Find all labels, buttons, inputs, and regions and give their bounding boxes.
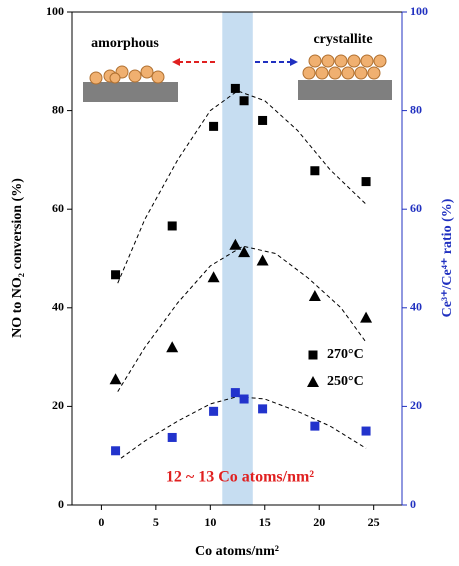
point <box>231 84 240 93</box>
y2-tick-label: 0 <box>410 497 416 511</box>
point <box>111 270 120 279</box>
y2-axis-label: Ce³⁺/Ce⁴⁺ ratio (%) <box>440 198 455 317</box>
x-axis-label: Co atoms/nm² <box>195 544 279 559</box>
y-tick-label: 40 <box>52 300 64 314</box>
point <box>310 422 319 431</box>
annotation: 12 ~ 13 Co atoms/nm² <box>166 469 314 486</box>
point <box>362 427 371 436</box>
point <box>111 446 120 455</box>
y2-tick-label: 80 <box>410 102 422 116</box>
y-axis-label: NO to NO₂ conversion (%) <box>10 178 25 338</box>
label-amorphous: amorphous <box>91 36 159 51</box>
point <box>240 96 249 105</box>
x-tick-label: 20 <box>313 515 325 529</box>
point <box>257 254 269 265</box>
illustration-amorphous <box>83 66 178 102</box>
x-tick-label: 10 <box>204 515 216 529</box>
point <box>231 388 240 397</box>
y2-tick-label: 60 <box>410 201 422 215</box>
point <box>309 290 321 301</box>
x-tick-label: 15 <box>259 515 271 529</box>
point <box>362 177 371 186</box>
y-tick-label: 60 <box>52 201 64 215</box>
y-tick-label: 0 <box>58 497 64 511</box>
chart: amorphous crystallite 12 ~ 13 Co atoms/n… <box>0 0 459 566</box>
point <box>168 221 177 230</box>
point <box>168 433 177 442</box>
point <box>258 116 267 125</box>
point <box>360 312 372 323</box>
y2-tick-label: 20 <box>410 398 422 412</box>
point <box>110 373 122 384</box>
y2-tick-label: 40 <box>410 300 422 314</box>
legend-marker <box>309 351 318 360</box>
label-crystallite: crystallite <box>313 32 372 47</box>
legend-label: 270°C <box>327 347 364 362</box>
legend-label: 250°C <box>327 374 364 389</box>
point <box>209 407 218 416</box>
point <box>166 341 178 352</box>
y-tick-label: 100 <box>46 4 64 18</box>
x-tick-label: 25 <box>368 515 380 529</box>
point <box>310 166 319 175</box>
legend-marker <box>307 376 319 387</box>
y-tick-label: 20 <box>52 398 64 412</box>
y-tick-label: 80 <box>52 102 64 116</box>
point <box>240 395 249 404</box>
x-tick-label: 0 <box>98 515 104 529</box>
illustration-crystallite <box>298 55 392 100</box>
point <box>258 404 267 413</box>
x-tick-label: 5 <box>153 515 159 529</box>
point <box>209 122 218 131</box>
point <box>208 271 220 282</box>
y2-tick-label: 100 <box>410 4 428 18</box>
